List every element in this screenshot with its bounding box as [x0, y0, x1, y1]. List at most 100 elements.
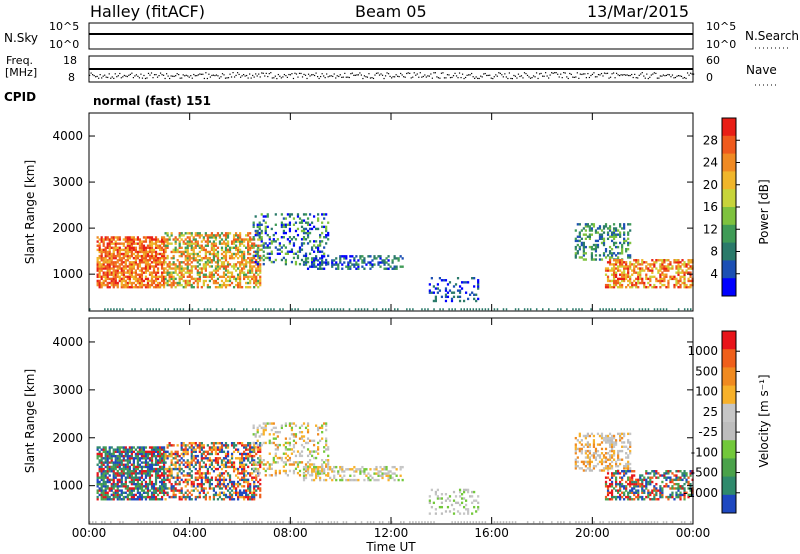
echo-cell	[186, 271, 189, 274]
echo-cell	[588, 458, 592, 461]
nave-point	[563, 72, 565, 74]
echo-cell	[152, 454, 156, 458]
echo-cell	[168, 454, 171, 458]
echo-cell	[130, 283, 133, 287]
echo-cell	[112, 485, 115, 488]
nave-point	[612, 72, 615, 74]
nave-point	[548, 77, 550, 79]
echo-cell	[306, 260, 310, 264]
echo-cell	[247, 444, 250, 447]
echo-cell	[379, 470, 382, 473]
echo-cell	[148, 482, 152, 486]
echo-cell	[220, 275, 224, 279]
echo-cell	[106, 454, 109, 458]
echo-cell	[102, 485, 105, 488]
echo-cell	[614, 235, 618, 238]
echo-cell	[598, 227, 602, 230]
echo-cell	[302, 263, 306, 266]
echo-cell	[132, 472, 135, 475]
echo-cell	[635, 261, 638, 264]
echo-cell	[140, 242, 144, 245]
echo-cell	[325, 227, 328, 231]
echo-cell	[206, 476, 209, 479]
echo-cell	[590, 254, 594, 257]
echo-cell	[164, 450, 167, 454]
echo-cell	[586, 467, 589, 470]
nave-point	[303, 73, 305, 76]
echo-cell	[168, 470, 171, 473]
echo-cell	[136, 238, 140, 241]
echo-cell	[128, 269, 131, 272]
nave-point	[123, 74, 125, 77]
echo-cell	[383, 472, 386, 475]
echo-cell	[120, 273, 123, 276]
echo-cell	[120, 277, 123, 281]
echo-cell	[602, 237, 606, 241]
echo-cell	[302, 229, 306, 233]
echo-cell	[136, 250, 140, 254]
echo-cell	[241, 254, 244, 258]
echo-cell	[178, 232, 181, 235]
echo-cell	[184, 491, 187, 494]
echo-cell	[116, 281, 119, 285]
echo-cell	[689, 261, 692, 264]
echo-cell	[224, 454, 228, 458]
echo-cell	[270, 441, 273, 445]
echo-cell	[134, 454, 138, 458]
echo-cell	[148, 457, 152, 460]
echo-cell	[353, 465, 356, 469]
echo-cell	[236, 240, 240, 243]
echo-cell	[584, 464, 587, 468]
echo-cell	[434, 512, 437, 515]
echo-cell	[204, 261, 207, 264]
echo-cell	[216, 446, 220, 449]
echo-cell	[280, 456, 283, 460]
nave-point	[406, 72, 408, 75]
echo-cell	[140, 248, 144, 252]
echo-cell	[122, 283, 125, 287]
echo-cell	[108, 446, 111, 449]
nave-point	[283, 73, 285, 76]
echo-cell	[208, 446, 211, 449]
echo-cell	[245, 285, 248, 289]
echo-cell	[471, 276, 474, 280]
echo-cell	[377, 478, 380, 482]
echo-cell	[158, 498, 162, 501]
nave-point	[573, 76, 575, 79]
echo-cell	[192, 242, 195, 245]
echo-cell	[210, 277, 214, 281]
echo-cell	[663, 279, 666, 283]
nave-point	[523, 72, 526, 74]
echo-cell	[452, 512, 456, 515]
echo-cell	[142, 259, 146, 262]
echo-cell	[260, 240, 263, 243]
echo-cell	[130, 254, 133, 258]
echo-cell	[667, 281, 670, 285]
echo-cell	[96, 275, 99, 279]
echo-cell	[104, 498, 107, 501]
nave-point	[357, 74, 359, 76]
echo-cell	[142, 244, 146, 247]
nave-point	[252, 74, 254, 77]
echo-cell	[200, 472, 203, 475]
echo-cell	[172, 444, 175, 447]
nave-point	[292, 77, 295, 80]
echo-cell	[249, 240, 252, 243]
echo-cell	[253, 493, 256, 497]
echo-cell	[132, 498, 135, 501]
echo-cell	[592, 452, 596, 455]
echo-cell	[256, 469, 259, 473]
echo-cell	[629, 261, 632, 264]
echo-cell	[128, 480, 131, 484]
echo-cell	[116, 269, 119, 272]
nave-point	[551, 72, 553, 74]
echo-cell	[264, 215, 267, 218]
echo-cell	[134, 271, 138, 274]
echo-cell	[245, 457, 248, 460]
colorbar-tick-label: 24	[703, 156, 718, 170]
echo-cell	[616, 229, 620, 232]
echo-cell	[243, 444, 246, 447]
echo-cell	[128, 450, 131, 454]
echo-cell	[347, 261, 350, 264]
echo-cell	[339, 468, 342, 471]
